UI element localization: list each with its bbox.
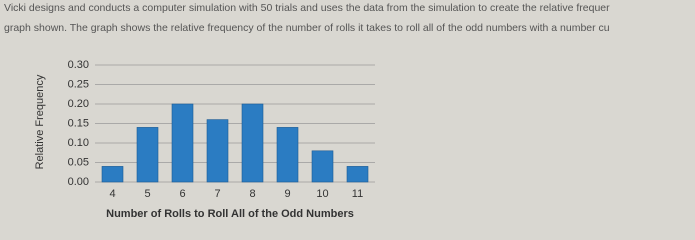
bar	[171, 103, 194, 183]
bar	[206, 119, 229, 183]
y-tick-label: 0.30	[68, 59, 89, 71]
x-tick-label: 7	[214, 188, 220, 200]
x-tick-label: 8	[249, 188, 255, 200]
page: Vicki designs and conducts a computer si…	[4, 1, 611, 220]
y-tick-label: 0.10	[68, 137, 89, 149]
chart: Vicki designs and conducts a computer si…	[4, 2, 610, 220]
y-tick-label: 0.05	[68, 156, 89, 168]
x-tick-label: 5	[144, 188, 150, 200]
y-tick-label: 0.00	[68, 176, 89, 188]
x-tick-label: 6	[179, 188, 185, 200]
y-tick-label: 0.20	[68, 98, 89, 110]
bar	[276, 127, 299, 183]
bar	[311, 150, 334, 183]
x-tick-label: 9	[284, 188, 290, 200]
y-axis-label: Relative Frequency	[34, 74, 46, 169]
x-tick-label: 10	[316, 188, 328, 200]
x-tick-label: 4	[109, 188, 115, 200]
intro-line: graph shown. The graph shows the relativ…	[4, 22, 610, 34]
intro-line: Vicki designs and conducts a computer si…	[4, 2, 610, 14]
x-axis-label: Number of Rolls to Roll All of the Odd N…	[106, 208, 354, 220]
bar	[346, 166, 369, 183]
bar	[136, 127, 159, 183]
y-tick-label: 0.15	[68, 117, 89, 129]
y-tick-label: 0.25	[68, 78, 89, 90]
bar	[241, 103, 264, 183]
bar	[101, 166, 124, 183]
x-tick-label: 11	[352, 188, 363, 200]
